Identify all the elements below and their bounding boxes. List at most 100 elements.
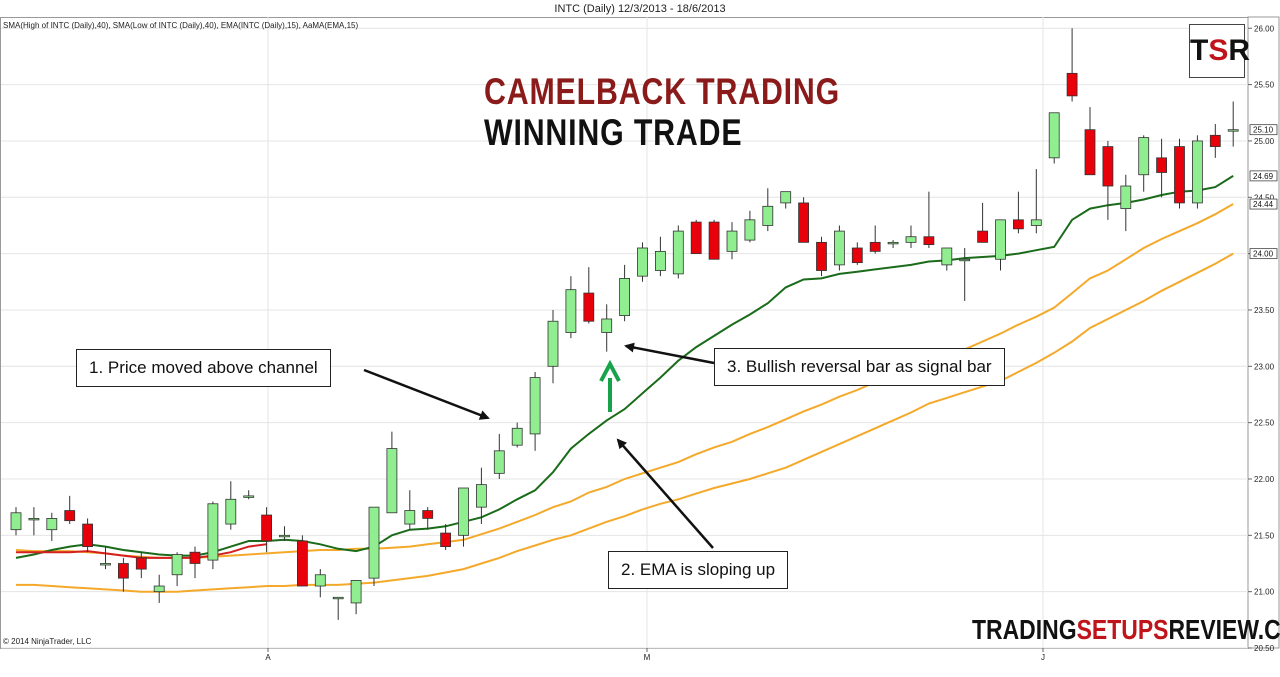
price-tag-box [1249, 198, 1278, 210]
candle-body [905, 236, 917, 243]
candle-body [762, 205, 774, 226]
candle-body [261, 514, 273, 542]
candle-body [296, 540, 308, 587]
candle-body [171, 554, 183, 576]
y-tick-label: 24.50 [1254, 193, 1275, 202]
candle-body [1120, 185, 1132, 209]
y-tick-label: 21.50 [1254, 531, 1275, 540]
brand-footer: TRADINGSETUPSREVIEW.COM [972, 614, 1280, 645]
candle-body [529, 377, 541, 435]
headline-line-2: WINNING TRADE [484, 112, 743, 153]
headline-line-1: CAMELBACK TRADING [484, 71, 841, 112]
candle-body [28, 518, 40, 521]
candle-body [1227, 129, 1239, 132]
price-tag-box [1249, 170, 1278, 182]
candle-body [422, 510, 434, 519]
y-tick-label: 21.00 [1254, 588, 1275, 597]
candle-body [672, 230, 684, 275]
candle-body [1156, 157, 1167, 173]
candle-body [1084, 129, 1096, 176]
y-axis-panel [1247, 16, 1280, 649]
sma-low-line [16, 252, 1234, 593]
x-tick-label: A [265, 653, 271, 662]
candle-body [1138, 137, 1150, 176]
y-tick-label: 22.50 [1254, 419, 1275, 428]
candle-body [118, 563, 129, 579]
price-tag-label: 25.10 [1253, 126, 1274, 135]
price-tag-label: 24.69 [1253, 172, 1274, 181]
candle-body [135, 557, 147, 570]
candle-body [279, 534, 290, 538]
sma-high-line [15, 203, 1234, 559]
candle-body [1102, 146, 1114, 187]
candle-body [923, 236, 935, 246]
candle-body [332, 596, 344, 600]
callout-1: 1. Price moved above channel [76, 349, 331, 387]
candle-body [601, 318, 613, 333]
candle-body [100, 563, 111, 566]
candle-body [440, 532, 452, 547]
y-tick-label: 25.00 [1254, 137, 1275, 146]
candle-body [350, 579, 362, 604]
y-tick-label: 23.50 [1254, 306, 1275, 315]
x-tick-label: J [1041, 653, 1045, 662]
candle-body [10, 512, 22, 531]
candle-body [64, 510, 76, 522]
price-tag-label: 24.44 [1253, 200, 1274, 209]
candle-body [565, 289, 577, 333]
candle-body [458, 487, 469, 536]
arrow-callout-2 [616, 438, 714, 549]
indicator-lines [15, 175, 1234, 593]
candle-body [1209, 134, 1221, 147]
candle-body [816, 241, 827, 271]
tsr-logo: TSR [1189, 24, 1250, 78]
y-tick-label: 25.50 [1254, 81, 1275, 90]
candle-body [869, 241, 881, 252]
grid-lines [1, 17, 1248, 649]
candle-body [1174, 146, 1185, 204]
candle-body [475, 484, 487, 508]
candle-body [189, 551, 201, 564]
candle-body [547, 320, 559, 367]
candle-body [780, 191, 792, 204]
candle-body [655, 250, 666, 271]
y-tick-label: 22.00 [1254, 475, 1275, 484]
candle-body [744, 219, 756, 241]
candle-body [1066, 72, 1078, 97]
x-tick-label: M [644, 653, 651, 662]
candle-body [46, 518, 58, 531]
candle-body [995, 219, 1006, 260]
candle-body [153, 585, 165, 593]
annotation-arrows [363, 342, 715, 549]
candle-body [619, 278, 630, 316]
candle-body [726, 230, 738, 252]
candle-body [708, 221, 720, 260]
candle-body [1192, 140, 1203, 204]
candle-body [314, 574, 326, 587]
candle-body [207, 503, 219, 561]
candle-body [386, 448, 398, 514]
candlesticks [10, 28, 1239, 620]
candle-body [1013, 219, 1024, 230]
indicators-label: SMA(High of INTC (Daily),40), SMA(Low of… [3, 21, 359, 30]
ema-line [15, 175, 1234, 559]
candle-body [959, 258, 971, 262]
candle-body [637, 247, 648, 277]
arrow-callout-3 [624, 342, 715, 365]
price-tags: 25.10 24.69 24.44 24.00 [1249, 124, 1278, 260]
copyright-label: © 2014 NinjaTrader, LLC [3, 637, 92, 646]
arrow-callout-1 [363, 368, 490, 420]
callout-2: 2. EMA is sloping up [608, 551, 789, 589]
price-tag-box [1249, 124, 1278, 136]
candle-body [887, 241, 899, 245]
candle-body [404, 510, 416, 525]
price-tag-label: 24.00 [1253, 250, 1274, 259]
candle-body [690, 221, 702, 255]
callout-3: 3. Bullish reversal bar as signal bar [714, 348, 1005, 386]
candle-body [941, 247, 953, 266]
candle-body [82, 523, 93, 547]
candle-body [243, 495, 255, 498]
y-tick-label: 23.00 [1254, 362, 1275, 371]
candle-body [493, 450, 505, 474]
